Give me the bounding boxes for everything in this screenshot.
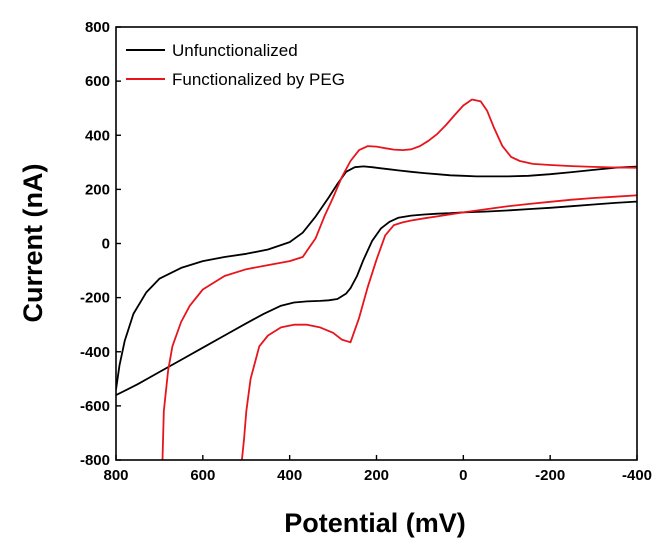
y-tick-label: -400 — [80, 344, 110, 361]
legend-label-unfunctionalized: Unfunctionalized — [172, 41, 298, 60]
series-1-forward-line — [116, 165, 637, 390]
series-2-return-line — [241, 194, 637, 460]
x-tick-label: 400 — [277, 467, 302, 484]
x-tick-label: -400 — [622, 467, 652, 484]
y-tick-label: -200 — [80, 290, 110, 307]
plot-frame — [115, 26, 638, 461]
y-tick-label: 800 — [85, 19, 110, 36]
tick-labels: 800 600 400 200 0 -200 -400 -800 -600 -400 -200 0 20… — [80, 19, 652, 484]
x-axis-title: Potential (mV) — [284, 508, 466, 538]
y-tick-label: -600 — [80, 398, 110, 415]
y-tick-label: -800 — [80, 452, 110, 469]
x-tick-label: 200 — [364, 467, 389, 484]
x-tick-label: 600 — [190, 467, 215, 484]
y-tick-label: 600 — [85, 73, 110, 90]
x-tick-label: 0 — [459, 467, 467, 484]
legend: Unfunctionalized Functionalized by PEG — [126, 41, 345, 89]
series-2-forward-line — [161, 98, 637, 460]
series-lines — [116, 98, 637, 460]
y-axis-title: Current (nA) — [18, 164, 48, 323]
y-tick-label: 400 — [85, 127, 110, 144]
x-tick-label: 800 — [103, 467, 128, 484]
legend-label-functionalized-peg: Functionalized by PEG — [172, 70, 345, 89]
y-tick-label: 200 — [85, 181, 110, 198]
y-tick-label: 0 — [102, 236, 110, 253]
x-tick-label: -200 — [535, 467, 565, 484]
series-1-return-line — [116, 200, 637, 396]
axis-ticks — [115, 26, 638, 461]
